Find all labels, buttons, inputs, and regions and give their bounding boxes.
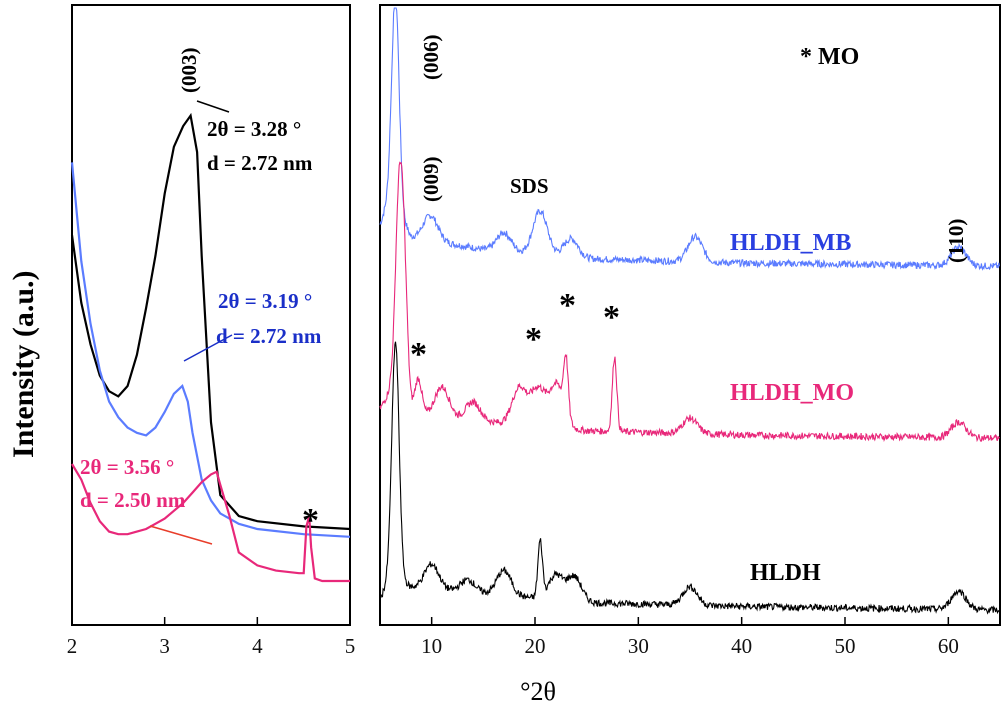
right-x-axis: 10 20 30 40 50 60: [421, 617, 959, 658]
series-label-hldh-mo: HLDH_MO: [730, 380, 854, 406]
mo-star-3: *: [559, 287, 576, 324]
right-x-tick-label: 20: [525, 634, 546, 658]
mo-star-4: *: [603, 299, 620, 336]
mo-legend-label: * MO: [800, 44, 859, 70]
left-series-hldh-mo: [71, 463, 350, 583]
left-pink-d-label: d = 2.50 nm: [80, 488, 186, 512]
left-peak-003-label: (003): [177, 48, 201, 94]
right-curves: [379, 7, 1000, 615]
left-x-tick-label: 4: [252, 634, 263, 658]
mo-star-1: *: [410, 336, 427, 373]
left-annotation-arrow-red: [149, 525, 213, 545]
left-blue-2theta-label: 2θ = 3.19 °: [218, 289, 312, 313]
mo-star-2: *: [525, 321, 542, 358]
right-series-hldh: [379, 341, 1000, 615]
sds-label: SDS: [510, 174, 549, 198]
left-blue-d-label: d = 2.72 nm: [216, 324, 322, 348]
left-curves: [70, 112, 351, 583]
left-black-d-label: d = 2.72 nm: [207, 151, 313, 175]
left-star-marker: *: [302, 502, 319, 539]
y-axis-label: Intensity (a.u.): [7, 270, 40, 458]
series-label-hldh: HLDH: [750, 560, 821, 586]
left-x-axis: 2 3 4 5: [67, 617, 356, 658]
series-label-hldh-mb: HLDH_MB: [730, 230, 851, 256]
left-x-tick-label: 2: [67, 634, 78, 658]
right-series-hldh-mb: [379, 7, 1000, 271]
x-axis-label: °2θ: [520, 677, 556, 706]
right-panel-frame: [379, 4, 1001, 626]
peak-009-label: (009): [419, 157, 443, 203]
right-x-tick-label: 50: [835, 634, 856, 658]
left-x-tick-label: 5: [345, 634, 356, 658]
right-x-tick-label: 30: [628, 634, 649, 658]
left-annotation-arrow-blue: [183, 334, 233, 362]
right-x-tick-label: 60: [938, 634, 959, 658]
left-annotation-arrow-black: [196, 100, 230, 113]
peak-110-label: (110): [944, 219, 968, 263]
left-series-hldh-mb: [70, 162, 351, 538]
right-x-tick-label: 40: [731, 634, 752, 658]
right-series-hldh-mo: [379, 161, 1000, 443]
right-x-tick-label: 10: [421, 634, 442, 658]
left-pink-2theta-label: 2θ = 3.56 °: [80, 455, 174, 479]
left-black-2theta-label: 2θ = 3.28 °: [207, 117, 301, 141]
left-panel-frame: [71, 4, 351, 626]
left-x-tick-label: 3: [159, 634, 170, 658]
peak-006-label: (006): [419, 35, 443, 81]
